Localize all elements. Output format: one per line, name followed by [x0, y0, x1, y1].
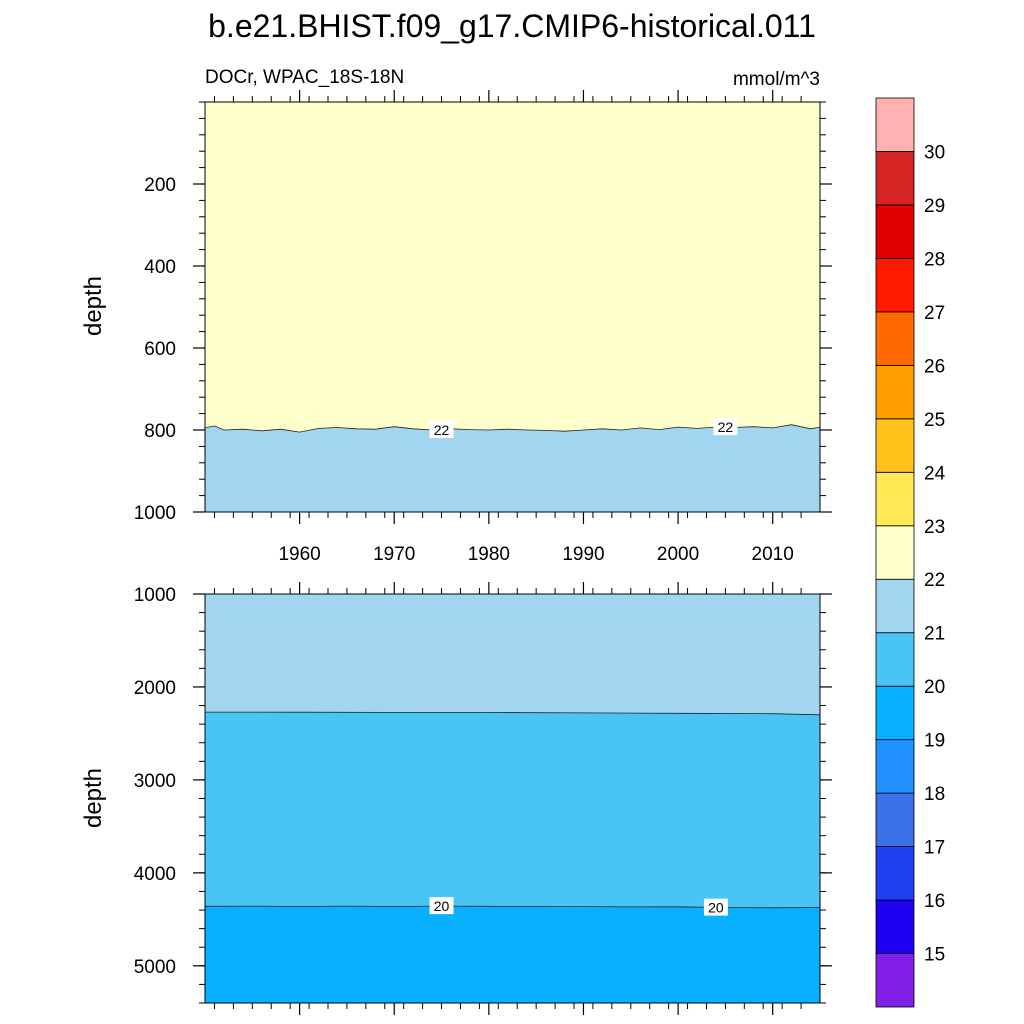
colorbar-swatch — [875, 899, 915, 954]
colorbar-label: 17 — [924, 838, 945, 859]
y-tick-label: 200 — [144, 175, 176, 196]
colorbar-swatch — [875, 418, 915, 473]
svg-text:22: 22 — [434, 422, 450, 438]
upper-contour-label-22: 22 — [713, 418, 738, 436]
y-tick-label: 800 — [144, 421, 176, 442]
lower-contour-label-20: 20 — [429, 897, 454, 915]
colorbar-label: 26 — [924, 356, 945, 377]
colorbar-label: 15 — [924, 945, 945, 966]
y-tick-label: 4000 — [134, 864, 176, 885]
colorbar-swatch — [875, 632, 915, 687]
y-tick-label: 600 — [144, 339, 176, 360]
colorbar-label: 16 — [924, 891, 945, 912]
colorbar-swatch — [875, 578, 915, 634]
right-subtitle: mmol/m^3 — [733, 69, 820, 90]
colorbar-swatch — [875, 739, 915, 794]
colorbar-label: 24 — [924, 463, 946, 484]
y-tick-label: 1000 — [134, 503, 176, 524]
colorbar-label: 28 — [924, 249, 945, 270]
colorbar-swatch — [875, 204, 915, 259]
svg-text:20: 20 — [434, 898, 450, 914]
svg-text:22: 22 — [718, 419, 734, 435]
y-tick-label: 5000 — [134, 957, 176, 978]
colorbar-swatch — [875, 792, 915, 847]
colorbar-swatch — [875, 953, 915, 1008]
lower-band-19-20 — [205, 906, 820, 1003]
lower-band-20-21 — [205, 712, 820, 908]
upper-y-axis-label: depth — [80, 276, 107, 336]
lower-y-axis-label: depth — [80, 768, 107, 828]
colorbar-label: 25 — [924, 410, 945, 431]
left-subtitle: DOCr, WPAC_18S-18N — [205, 67, 404, 88]
lower-panel: 20 20 1000 2000 3000 4000 5000 — [134, 582, 832, 1015]
x-tick-label: 1960 — [278, 544, 320, 565]
colorbar-label: 19 — [924, 731, 945, 752]
colorbar-label: 29 — [924, 196, 945, 217]
colorbar-label: 27 — [924, 303, 945, 324]
y-tick-label: 1000 — [134, 585, 176, 606]
colorbar-swatch — [875, 151, 915, 206]
y-tick-label: 2000 — [134, 678, 176, 699]
upper-band-21-22 — [205, 424, 820, 512]
colorbar-label: 21 — [924, 624, 945, 645]
lower-band-21-22 — [205, 594, 820, 715]
colorbar-label: 22 — [924, 570, 945, 591]
colorbar-label: 18 — [924, 784, 945, 805]
x-tick-label: 2000 — [657, 544, 699, 565]
x-tick-label: 1970 — [373, 544, 415, 565]
colorbar-swatch — [875, 258, 915, 313]
colorbar-swatch — [875, 471, 915, 527]
x-tick-label: 1990 — [562, 544, 604, 565]
chart-title: b.e21.BHIST.f09_g17.CMIP6-historical.011 — [208, 8, 816, 44]
colorbar-label: 20 — [924, 677, 945, 698]
upper-plot-frame — [204, 101, 821, 513]
colorbar-label: 30 — [924, 142, 945, 163]
x-tick-label: 1980 — [468, 544, 510, 565]
colorbar-swatch — [875, 846, 915, 901]
x-tick-label: 2010 — [752, 544, 794, 565]
upper-panel: 22 22 1960 1970 1980 1990 2000 2010 200 400 600 800… — [134, 90, 832, 565]
colorbar: 15 16 17 18 19 20 21 22 23 24 25 26 27 28 29 30 — [875, 97, 946, 1008]
lower-contour-21 — [205, 711, 820, 716]
upper-band-22-23 — [205, 102, 820, 433]
upper-contour-label-22: 22 — [429, 421, 454, 438]
y-tick-label: 400 — [144, 257, 176, 278]
colorbar-swatch — [875, 525, 915, 580]
colorbar-swatch — [875, 364, 915, 420]
colorbar-swatch — [875, 311, 915, 366]
y-tick-label: 3000 — [134, 771, 176, 792]
svg-text:20: 20 — [708, 900, 724, 916]
colorbar-swatch — [875, 685, 915, 741]
colorbar-label: 23 — [924, 517, 945, 538]
colorbar-swatch — [875, 97, 915, 152]
lower-contour-label-20: 20 — [703, 898, 728, 916]
